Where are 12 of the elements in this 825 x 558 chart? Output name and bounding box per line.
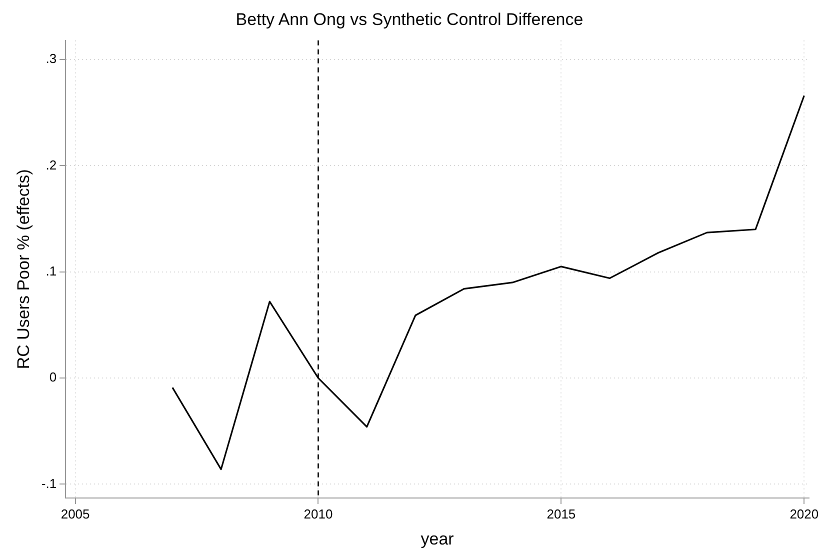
chart-title: Betty Ann Ong vs Synthetic Control Difference bbox=[236, 10, 584, 29]
y-tick-label: 0 bbox=[49, 370, 57, 385]
y-tick-label: .3 bbox=[46, 51, 57, 66]
x-tick-label: 2020 bbox=[790, 506, 819, 522]
x-tick-label: 2010 bbox=[304, 506, 333, 522]
x-tick-label: 2015 bbox=[546, 506, 576, 522]
y-axis-title: RC Users Poor % (effects) bbox=[14, 169, 33, 370]
y-tick-label: -.1 bbox=[41, 476, 57, 491]
x-tick-label: 2005 bbox=[60, 506, 90, 522]
x-axis-title: year bbox=[420, 529, 454, 548]
y-tick-label: .1 bbox=[46, 263, 57, 278]
y-tick-label: .2 bbox=[46, 157, 57, 172]
